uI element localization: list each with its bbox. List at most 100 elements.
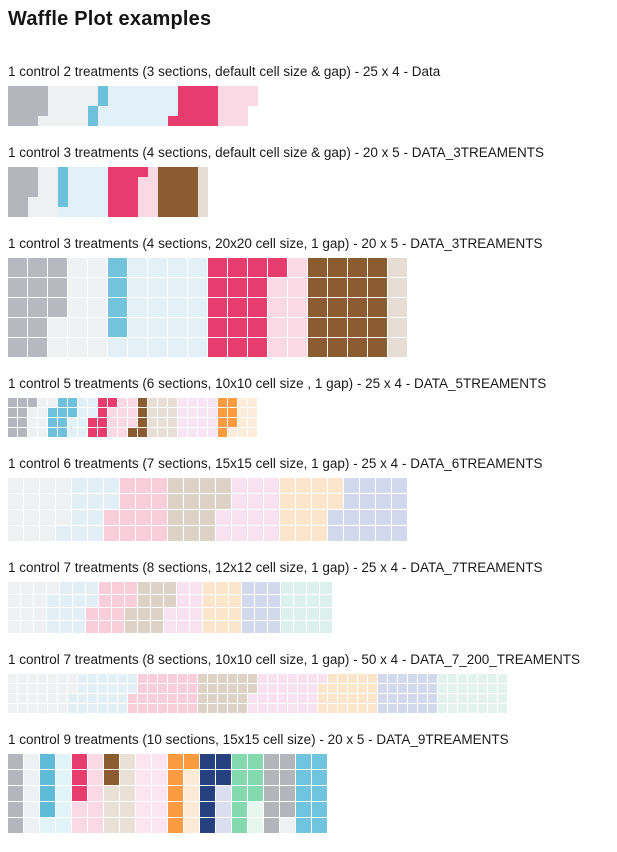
- waffle-cell: [308, 704, 317, 713]
- waffle-cell: [48, 86, 58, 96]
- waffle-cell: [136, 754, 151, 769]
- waffle-cell: [288, 338, 307, 357]
- waffle-cell: [190, 582, 202, 594]
- waffle-cell: [108, 187, 118, 197]
- waffle-cell: [188, 207, 198, 217]
- waffle-cell: [388, 258, 407, 277]
- waffle-cell: [28, 258, 47, 277]
- waffle-cell: [216, 582, 228, 594]
- waffle-cell: [60, 608, 72, 620]
- waffle-cell: [228, 318, 247, 337]
- waffle-cell: [296, 770, 311, 785]
- waffle-cell: [264, 494, 279, 509]
- waffle-cell: [428, 674, 437, 683]
- waffle-cell: [268, 694, 277, 703]
- waffle-cell: [198, 167, 208, 177]
- waffle-cell: [296, 478, 311, 493]
- waffle-cell: [73, 595, 85, 607]
- waffle-cell: [158, 684, 167, 693]
- waffle-cell: [128, 187, 138, 197]
- waffle-cell: [148, 167, 158, 177]
- waffle-cell: [360, 510, 375, 525]
- waffle-cell: [138, 207, 148, 217]
- waffle-cell: [278, 694, 287, 703]
- waffle-cell: [228, 704, 237, 713]
- waffle-cell: [112, 582, 124, 594]
- waffle-cell: [158, 187, 168, 197]
- waffle-cell: [294, 621, 306, 633]
- waffle-cell: [21, 582, 33, 594]
- waffle-cell: [98, 167, 108, 177]
- waffle-cell: [125, 582, 137, 594]
- waffle-cell: [248, 694, 257, 703]
- waffle-cell: [8, 106, 18, 116]
- waffle-cell: [152, 818, 167, 833]
- waffle-cell: [118, 116, 128, 126]
- waffle-cell: [358, 704, 367, 713]
- waffle-cell: [108, 318, 127, 337]
- waffle-cell: [108, 86, 118, 96]
- waffle-cell: [178, 96, 188, 106]
- waffle-cell: [248, 674, 257, 683]
- waffle-cell: [238, 674, 247, 683]
- waffle-cell: [168, 754, 183, 769]
- waffle-cell: [18, 674, 27, 683]
- waffle-cell: [178, 694, 187, 703]
- waffle-cell: [288, 694, 297, 703]
- waffle-cell: [208, 298, 227, 317]
- waffle-cell: [178, 86, 188, 96]
- waffle-cell: [48, 177, 58, 187]
- waffle-example-title: 1 control 3 treatments (4 sections, defa…: [8, 145, 544, 160]
- waffle-cell: [148, 684, 157, 693]
- waffle-cell: [38, 167, 48, 177]
- waffle-cell: [138, 86, 148, 96]
- waffle-cell: [348, 674, 357, 683]
- waffle-cell: [392, 478, 407, 493]
- waffle-cell: [307, 608, 319, 620]
- waffle-cell: [148, 106, 158, 116]
- waffle-cell: [184, 818, 199, 833]
- waffle-cell: [178, 684, 187, 693]
- waffle-cell: [488, 674, 497, 683]
- waffle-cell: [28, 408, 37, 417]
- waffle-cell: [198, 86, 208, 96]
- waffle-cell: [238, 398, 247, 407]
- waffle-cell: [418, 674, 427, 683]
- waffle-cell: [58, 167, 68, 177]
- waffle-cell: [138, 187, 148, 197]
- waffle-cell: [88, 398, 97, 407]
- waffle-cell: [88, 818, 103, 833]
- waffle-cell: [218, 86, 228, 96]
- waffle-cell: [118, 197, 128, 207]
- waffle-cell: [148, 338, 167, 357]
- waffle-cell: [104, 786, 119, 801]
- waffle-cell: [308, 278, 327, 297]
- waffle-cell: [208, 684, 217, 693]
- waffle-cell: [188, 177, 198, 187]
- waffle-cell: [68, 96, 78, 106]
- waffle-cell: [190, 608, 202, 620]
- waffle-cell: [200, 754, 215, 769]
- waffle-cell: [138, 106, 148, 116]
- waffle-cell: [8, 621, 20, 633]
- waffle-cell: [120, 802, 135, 817]
- waffle-cell: [228, 694, 237, 703]
- waffle-cell: [38, 177, 48, 187]
- waffle-cell: [48, 278, 67, 297]
- waffle-plot: [8, 86, 258, 126]
- waffle-cell: [120, 526, 135, 541]
- waffle-cell: [388, 318, 407, 337]
- waffle-cell: [38, 684, 47, 693]
- waffle-cell: [168, 674, 177, 683]
- waffle-cell: [208, 278, 227, 297]
- waffle-cell: [344, 526, 359, 541]
- waffle-cell: [24, 526, 39, 541]
- waffle-cell: [268, 684, 277, 693]
- waffle-cell: [178, 116, 188, 126]
- waffle-cell: [294, 582, 306, 594]
- waffle-cell: [28, 116, 38, 126]
- waffle-cell: [178, 177, 188, 187]
- waffle-cell: [378, 704, 387, 713]
- waffle-cell: [200, 802, 215, 817]
- waffle-cell: [104, 818, 119, 833]
